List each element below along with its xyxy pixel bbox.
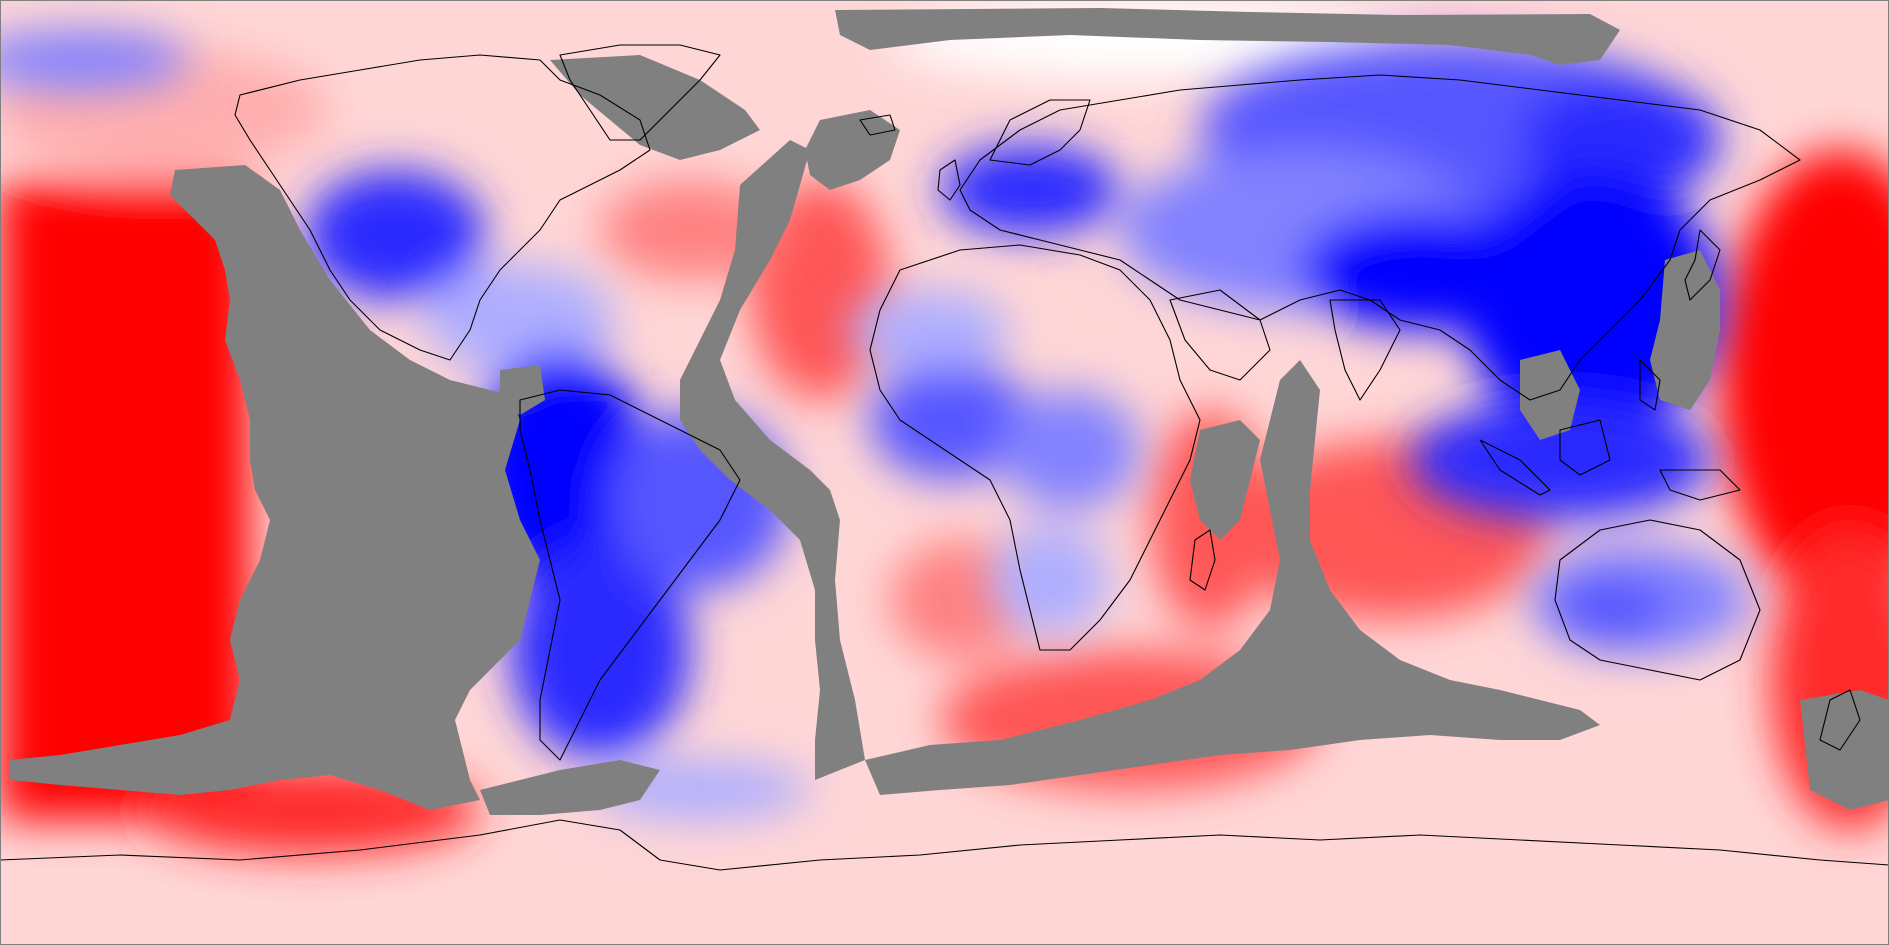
coastline-north-america xyxy=(234,54,651,361)
coastline-new-zealand xyxy=(1819,689,1861,751)
coastline-india xyxy=(1329,299,1401,401)
field-blue-africa-north xyxy=(850,290,1010,370)
coastline-japan xyxy=(1684,229,1721,301)
mask-philippine-sea xyxy=(1650,250,1720,410)
field-blue-africa-central xyxy=(1000,390,1140,510)
coastline-philippines xyxy=(1639,359,1661,411)
mask-layer xyxy=(10,8,1889,815)
coastline-iceland xyxy=(859,114,896,136)
coastline-africa xyxy=(869,244,1201,651)
mask-atlantic-band xyxy=(680,140,865,780)
coastline-eurasia xyxy=(959,74,1801,401)
coastlines xyxy=(0,44,1889,871)
field-blue-bering xyxy=(0,30,190,90)
field-red-pacific-west xyxy=(0,180,250,820)
coastline-sumatra xyxy=(1479,439,1551,496)
field-blue-australia-west xyxy=(1550,575,1670,645)
field-blue-africa-west xyxy=(870,360,1030,480)
coastline-borneo xyxy=(1559,419,1611,476)
mask-norway-sea xyxy=(805,110,900,190)
mask-east-pacific xyxy=(10,165,540,810)
field-blue-patagonia xyxy=(510,540,690,760)
coastline-uk xyxy=(937,159,961,201)
coastline-arabia xyxy=(1169,289,1271,381)
field-blue-north-america xyxy=(305,170,485,300)
mask-south-china-sea xyxy=(1520,350,1580,440)
mask-greenland xyxy=(550,55,760,160)
coastline-madagascar xyxy=(1189,529,1216,591)
field-blue-europe xyxy=(940,145,1120,235)
mask-indian-ridge xyxy=(1190,420,1260,540)
coastline-australia xyxy=(1554,519,1761,681)
coastline-greenland xyxy=(559,44,721,141)
mask-southwest-pacific xyxy=(1800,690,1889,810)
coastline-south-america xyxy=(519,389,741,761)
field-blue-northwest-pacific xyxy=(1520,80,1720,200)
mask-antarctic-west xyxy=(480,760,660,815)
field-red-north-atlantic xyxy=(750,180,890,400)
coastline-new-guinea xyxy=(1659,469,1741,501)
coastline-antarctica xyxy=(0,819,1889,871)
mask-southern-ridge xyxy=(865,360,1600,795)
field-red-pacific-east xyxy=(1720,150,1889,610)
mask-arctic-north xyxy=(835,8,1620,65)
coastline-scandinavia xyxy=(989,99,1091,166)
field-blue-central-america xyxy=(425,265,615,375)
field-blue-africa-south xyxy=(990,525,1110,635)
mask-central-america xyxy=(500,365,545,415)
